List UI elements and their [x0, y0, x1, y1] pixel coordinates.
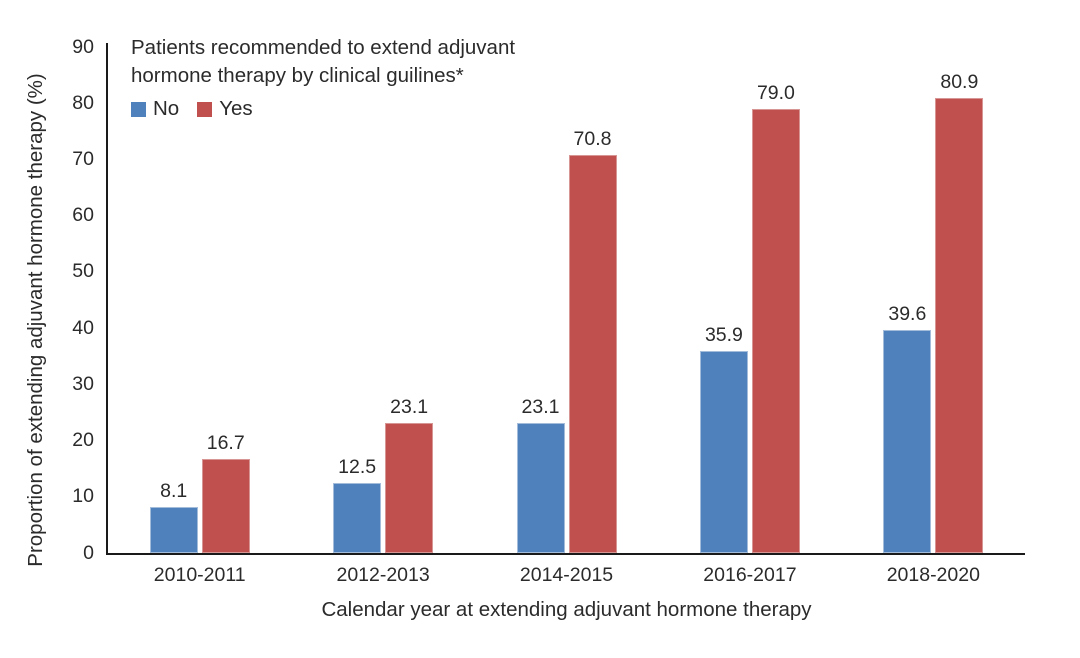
y-tick-label: 60	[72, 203, 94, 226]
y-tick-label: 80	[72, 91, 94, 114]
bar-yes-2014-2015: 70.8	[568, 128, 617, 553]
bar-no-2012-2013: 12.5	[333, 456, 382, 553]
y-tick-label: 50	[72, 260, 94, 283]
bar-yes-2018-2020: 80.9	[935, 71, 984, 553]
x-category-label: 2014-2015	[519, 564, 614, 586]
value-label: 80.9	[940, 71, 979, 94]
x-category-label: 2010-2011	[153, 564, 246, 586]
y-tick-label: 0	[83, 541, 94, 564]
y-axis-title: Proportion of extending adjuvant hormone…	[24, 73, 47, 567]
value-label: 23.1	[390, 396, 429, 419]
legend: Patients recommended to extend adjuvant …	[131, 34, 515, 123]
bar-group-2016-2017: 35.9 79.0	[658, 47, 841, 553]
x-category-label: 2012-2013	[336, 564, 430, 586]
y-axis-line	[106, 43, 108, 553]
bar-group-2014-2015: 23.1 70.8	[475, 47, 658, 553]
y-tick-label: 40	[72, 316, 94, 339]
y-tick-label: 70	[72, 147, 94, 170]
bar-yes-2012-2013: 23.1	[385, 396, 434, 553]
value-label: 79.0	[756, 81, 795, 104]
legend-title-line2: hormone therapy by clinical guilines*	[131, 64, 464, 87]
x-axis-category-labels: 2010-2011 2012-2013 2014-2015 2016-2017 2018…	[108, 564, 1025, 587]
legend-item-no: No	[131, 95, 179, 123]
x-axis-line	[106, 553, 1025, 555]
legend-items: No Yes	[131, 95, 515, 123]
bar-no-2010-2011: 8.1	[149, 480, 198, 553]
y-tick-label: 30	[72, 372, 94, 395]
value-label: 35.9	[704, 324, 743, 347]
bar-yes-2010-2011: 16.7	[201, 432, 250, 553]
y-tick-label: 20	[72, 428, 94, 451]
bar-yes-2016-2017: 79.0	[751, 82, 800, 553]
bar-groups: 8.1 16.7 12.5 23.1 23.1 70.8 35.9 79.0 39.6 80.9	[108, 47, 1025, 553]
value-label: 16.7	[206, 432, 245, 455]
value-label: 39.6	[888, 303, 927, 326]
bar-group-2018-2020: 39.6 80.9	[842, 47, 1025, 553]
bar-no-2016-2017: 35.9	[699, 324, 748, 553]
bar-group-2012-2013: 12.5 23.1	[291, 47, 474, 553]
legend-title-line1: Patients recommended to extend adjuvant	[131, 36, 516, 59]
x-category-label: 2016-2017	[703, 564, 797, 586]
plot-area: 0 10 20 30 40 50 60 70 80 90 8.1 16.7 12.5 23.1 23.1 7…	[72, 36, 1025, 562]
legend-item-yes: Yes	[197, 95, 253, 123]
bar-no-2014-2015: 23.1	[516, 396, 565, 553]
legend-label-no: No	[153, 97, 180, 120]
x-category-label: 2018-2020	[886, 564, 980, 586]
legend-swatch-no	[131, 101, 146, 117]
legend-label-yes: Yes	[219, 97, 253, 120]
value-label: 8.1	[160, 480, 188, 503]
bar-no-2018-2020: 39.6	[883, 303, 932, 553]
legend-swatch-yes	[197, 101, 213, 117]
bar-group-2010-2011: 8.1 16.7	[108, 47, 291, 553]
x-axis-title: Calendar year at extending adjuvant horm…	[321, 598, 812, 621]
y-tick-label: 10	[72, 485, 94, 508]
y-tick-label: 90	[72, 35, 94, 58]
value-label: 12.5	[338, 455, 377, 478]
value-label: 70.8	[573, 127, 612, 150]
value-label: 23.1	[521, 396, 560, 419]
